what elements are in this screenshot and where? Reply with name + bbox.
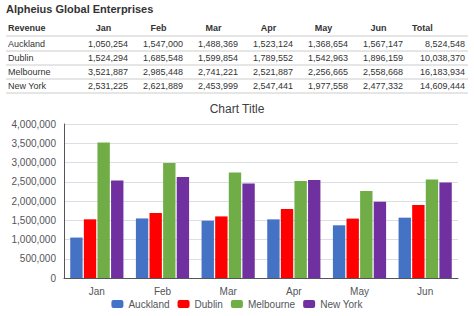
svg-text:4,000,000: 4,000,000	[12, 119, 57, 130]
svg-text:0: 0	[50, 273, 56, 284]
svg-text:1,789,552: 1,789,552	[253, 53, 293, 63]
svg-text:2,558,668: 2,558,668	[363, 67, 403, 77]
svg-text:Mar: Mar	[220, 286, 238, 297]
svg-text:1,599,854: 1,599,854	[198, 53, 238, 63]
svg-text:3,000,000: 3,000,000	[12, 157, 57, 168]
svg-text:2,500,000: 2,500,000	[12, 176, 57, 187]
svg-text:Feb: Feb	[154, 286, 172, 297]
svg-text:New York: New York	[320, 299, 363, 310]
svg-text:Apr: Apr	[286, 286, 302, 297]
svg-text:Auckland: Auckland	[8, 39, 45, 49]
svg-text:Melbourne: Melbourne	[248, 299, 296, 310]
svg-text:2,000,000: 2,000,000	[12, 196, 57, 207]
svg-text:3,500,000: 3,500,000	[12, 138, 57, 149]
svg-text:1,977,558: 1,977,558	[308, 81, 348, 91]
svg-text:Jan: Jan	[89, 286, 105, 297]
svg-text:1,000,000: 1,000,000	[12, 234, 57, 245]
svg-text:1,896,159: 1,896,159	[363, 53, 403, 63]
svg-text:2,741,221: 2,741,221	[198, 67, 238, 77]
svg-text:2,477,332: 2,477,332	[363, 81, 403, 91]
svg-text:1,500,000: 1,500,000	[12, 215, 57, 226]
svg-text:Revenue: Revenue	[8, 23, 46, 33]
svg-text:16,183,934: 16,183,934	[420, 67, 465, 77]
svg-text:Mar: Mar	[205, 23, 222, 33]
svg-text:Dublin: Dublin	[195, 299, 223, 310]
svg-text:500,000: 500,000	[20, 253, 57, 264]
svg-text:2,621,889: 2,621,889	[143, 81, 183, 91]
svg-text:Feb: Feb	[150, 23, 167, 33]
svg-text:3,521,887: 3,521,887	[88, 67, 128, 77]
svg-text:1,524,294: 1,524,294	[88, 53, 128, 63]
svg-text:1,685,548: 1,685,548	[143, 53, 183, 63]
svg-text:2,453,999: 2,453,999	[198, 81, 238, 91]
svg-text:2,256,665: 2,256,665	[308, 67, 348, 77]
svg-text:1,488,369: 1,488,369	[198, 39, 238, 49]
svg-text:1,523,124: 1,523,124	[253, 39, 293, 49]
svg-text:1,368,654: 1,368,654	[308, 39, 348, 49]
svg-text:Auckland: Auckland	[128, 299, 169, 310]
svg-text:2,531,225: 2,531,225	[88, 81, 128, 91]
svg-text:8,524,548: 8,524,548	[425, 39, 465, 49]
svg-text:Apr: Apr	[261, 23, 277, 33]
svg-text:2,521,887: 2,521,887	[253, 67, 293, 77]
svg-text:10,038,370: 10,038,370	[420, 53, 465, 63]
svg-text:1,567,147: 1,567,147	[363, 39, 403, 49]
svg-text:May: May	[350, 286, 369, 297]
svg-text:1,050,254: 1,050,254	[88, 39, 128, 49]
svg-text:Jun: Jun	[417, 286, 433, 297]
svg-text:1,542,963: 1,542,963	[308, 53, 348, 63]
svg-text:2,547,441: 2,547,441	[253, 81, 293, 91]
svg-text:Alpheius Global Enterprises: Alpheius Global Enterprises	[6, 3, 153, 15]
svg-text:Total: Total	[412, 23, 433, 33]
svg-text:14,609,444: 14,609,444	[420, 81, 465, 91]
svg-text:Chart Title: Chart Title	[210, 102, 265, 116]
svg-text:Melbourne: Melbourne	[8, 67, 51, 77]
svg-text:Jun: Jun	[370, 23, 386, 33]
svg-text:2,985,448: 2,985,448	[143, 67, 183, 77]
svg-text:May: May	[315, 23, 333, 33]
svg-text:Jan: Jan	[96, 23, 112, 33]
svg-text:1,547,000: 1,547,000	[143, 39, 183, 49]
svg-text:Dublin: Dublin	[8, 53, 34, 63]
svg-text:New York: New York	[8, 81, 47, 91]
